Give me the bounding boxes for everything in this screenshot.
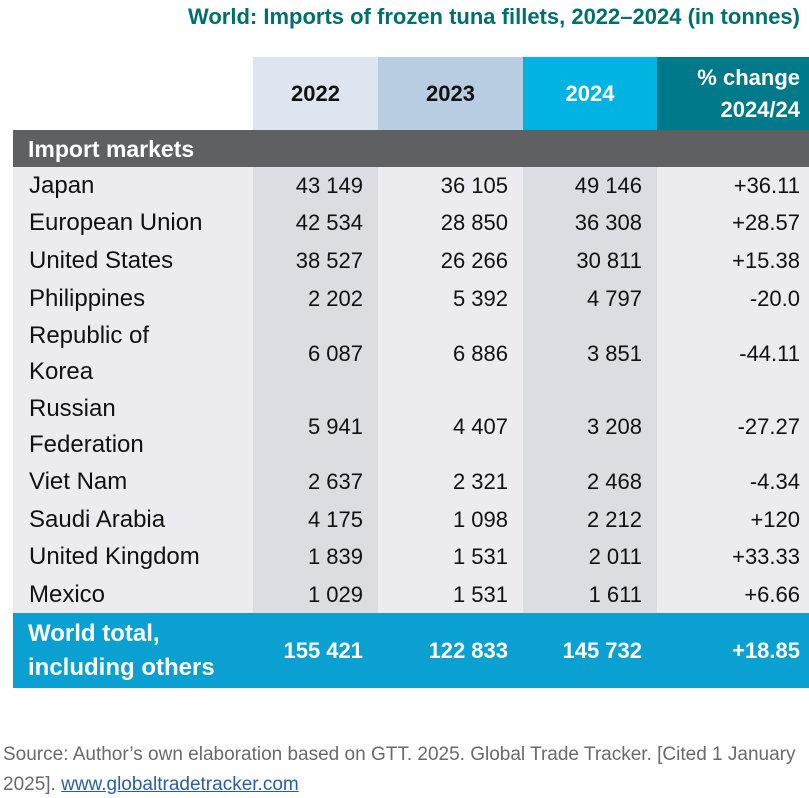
value-cell: 4 175 (253, 501, 378, 539)
header-cell: 2024 (523, 57, 657, 130)
source-link[interactable]: www.globaltradetracker.com (61, 774, 299, 795)
value-cell: +36.11 (657, 167, 809, 205)
value-cell: -27.27 (657, 390, 809, 464)
row-label: United States (13, 242, 253, 280)
value-cell: 36 308 (523, 204, 657, 243)
value-cell: +120 (657, 501, 809, 539)
total-value: 122 833 (378, 613, 523, 688)
value-cell: 1 611 (523, 576, 657, 614)
row-label: United Kingdom (13, 538, 253, 577)
value-cell: 43 149 (253, 167, 378, 205)
header-cell: 2022 (253, 57, 378, 130)
value-cell: 1 531 (378, 576, 523, 614)
value-cell: +33.33 (657, 538, 809, 577)
value-cell: -20.0 (657, 279, 809, 318)
row-label: Japan (13, 167, 253, 205)
value-cell: 49 146 (523, 167, 657, 205)
value-cell: 6 087 (253, 317, 378, 391)
row-label: Mexico (13, 576, 253, 614)
value-cell: 2 468 (523, 463, 657, 501)
value-cell: 2 212 (523, 501, 657, 539)
total-value: +18.85 (657, 613, 809, 688)
value-cell: 3 208 (523, 390, 657, 464)
value-cell: 6 886 (378, 317, 523, 391)
value-cell: 1 839 (253, 538, 378, 577)
total-label: World total, including others (13, 613, 253, 688)
value-cell: 2 321 (378, 463, 523, 501)
total-value: 145 732 (523, 613, 657, 688)
header-cell: 2023 (378, 57, 523, 130)
value-cell: 2 202 (253, 279, 378, 318)
row-label: Russian Federation (13, 390, 253, 464)
value-cell: 2 011 (523, 538, 657, 577)
value-cell: 5 392 (378, 279, 523, 318)
row-label: European Union (13, 204, 253, 243)
value-cell: +28.57 (657, 204, 809, 243)
value-cell: 1 029 (253, 576, 378, 614)
row-label: Saudi Arabia (13, 501, 253, 539)
row-label: Philippines (13, 279, 253, 318)
value-cell: -4.34 (657, 463, 809, 501)
value-cell: 36 105 (378, 167, 523, 205)
value-cell: 4 797 (523, 279, 657, 318)
row-label: Viet Nam (13, 463, 253, 501)
value-cell: 4 407 (378, 390, 523, 464)
value-cell: 26 266 (378, 242, 523, 280)
section-label: Import markets (13, 130, 809, 167)
title: World: Imports of frozen tuna fillets, 2… (187, 4, 800, 29)
value-cell: 42 534 (253, 204, 378, 243)
source: Source: Author’s own elaboration based o… (3, 740, 803, 798)
value-cell: 2 637 (253, 463, 378, 501)
value-cell: 30 811 (523, 242, 657, 280)
value-cell: 5 941 (253, 390, 378, 464)
value-cell: +6.66 (657, 576, 809, 614)
value-cell: 3 851 (523, 317, 657, 391)
value-cell: 28 850 (378, 204, 523, 243)
header-cell: % change 2024/24 (657, 57, 809, 130)
value-cell: 38 527 (253, 242, 378, 280)
value-cell: 1 531 (378, 538, 523, 577)
source-text: Source: Author’s own elaboration based o… (3, 744, 796, 795)
total-value: 155 421 (253, 613, 378, 688)
row-label: Republic of Korea (13, 317, 253, 391)
value-cell: -44.11 (657, 317, 809, 391)
value-cell: 1 098 (378, 501, 523, 539)
value-cell: +15.38 (657, 242, 809, 280)
